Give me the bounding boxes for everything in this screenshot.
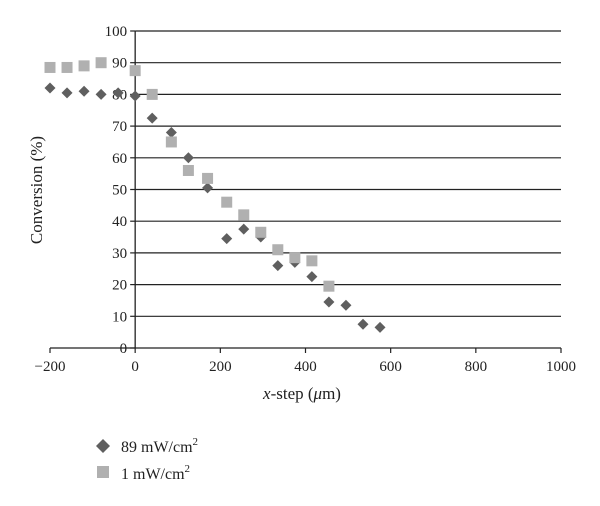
- point-series-1: [238, 209, 250, 221]
- point-series-0: [61, 87, 73, 99]
- point-series-1: [306, 255, 318, 267]
- x-axis-label-mu: μ: [313, 384, 323, 403]
- point-series-1: [146, 88, 158, 100]
- y-tick-label: 90: [112, 56, 127, 72]
- x-tick-label: 0: [131, 359, 139, 375]
- legend-label-89mw: 89 mW/cm2: [121, 436, 198, 456]
- x-axis-label-unit: m): [322, 384, 341, 403]
- x-tick-label: 800: [465, 359, 488, 375]
- legend-item-1mw: 1 mW/cm2: [97, 463, 190, 483]
- point-series-0: [112, 87, 124, 99]
- x-tick-label: 200: [209, 359, 232, 375]
- point-series-0: [78, 85, 90, 97]
- point-series-0: [95, 88, 107, 100]
- legend-diamond-marker: [96, 439, 110, 453]
- point-series-0: [238, 223, 250, 235]
- y-tick-label: 50: [112, 183, 127, 199]
- y-tick-label: 20: [112, 278, 127, 294]
- point-series-1: [221, 196, 233, 208]
- point-series-0: [129, 90, 141, 102]
- point-series-0: [272, 260, 284, 272]
- point-series-1: [182, 164, 194, 176]
- point-series-0: [340, 299, 352, 311]
- point-series-0: [165, 126, 177, 138]
- point-series-1: [95, 57, 107, 69]
- legend-item-89mw: 89 mW/cm2: [96, 436, 198, 456]
- y-axis-label: Conversion (%): [27, 136, 46, 244]
- point-series-1: [44, 61, 56, 73]
- y-tick-label: 0: [120, 341, 128, 357]
- point-series-1: [129, 65, 141, 77]
- point-series-0: [202, 182, 214, 194]
- axes: [49, 30, 562, 353]
- point-series-0: [182, 152, 194, 164]
- point-series-0: [44, 82, 56, 94]
- point-series-1: [255, 226, 267, 238]
- point-series-0: [374, 321, 386, 333]
- x-tick-label: −200: [35, 359, 66, 375]
- legend-square-marker: [97, 466, 109, 478]
- point-series-1: [289, 252, 301, 264]
- point-series-1: [78, 60, 90, 72]
- point-series-1: [202, 172, 214, 184]
- x-tick-label: 600: [379, 359, 402, 375]
- y-tick-label: 10: [112, 309, 127, 325]
- point-series-1: [272, 244, 284, 256]
- data-points: [44, 57, 386, 333]
- point-series-1: [61, 61, 73, 73]
- x-axis-label-text: -step (: [271, 384, 314, 403]
- x-tick-label: 400: [294, 359, 317, 375]
- y-tick-label: 30: [112, 246, 127, 262]
- x-tick-label: 1000: [546, 359, 576, 375]
- x-axis-label: x-step (μm): [262, 384, 341, 403]
- point-series-0: [323, 296, 335, 308]
- legend: 89 mW/cm2 1 mW/cm2: [96, 436, 198, 483]
- y-tick-labels: 0102030405060708090100: [105, 24, 128, 357]
- gridlines: [135, 30, 561, 317]
- y-tick-label: 60: [112, 151, 127, 167]
- point-series-1: [165, 136, 177, 148]
- point-series-0: [357, 318, 369, 330]
- x-axis-label-var: x: [262, 384, 271, 403]
- y-tick-label: 40: [112, 214, 127, 230]
- point-series-0: [146, 112, 158, 124]
- point-series-0: [306, 271, 318, 283]
- y-tick-label: 70: [112, 119, 127, 135]
- legend-label-1mw: 1 mW/cm2: [121, 463, 190, 483]
- point-series-1: [323, 280, 335, 292]
- point-series-0: [221, 233, 233, 245]
- y-tick-label: 100: [105, 24, 128, 40]
- x-tick-labels: −200 0 200 400 600 800 1000: [35, 359, 576, 375]
